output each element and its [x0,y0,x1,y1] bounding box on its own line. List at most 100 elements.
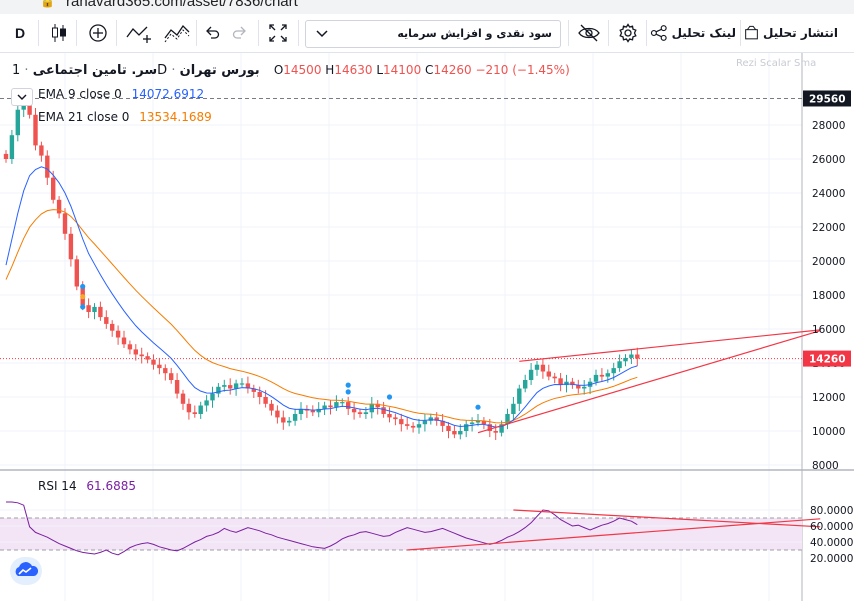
ema21-label: EMA 21 close 0 [38,110,130,124]
share-link-button[interactable]: لینک تحلیل [650,14,736,52]
candle-body [110,323,115,331]
candle-body [363,412,369,414]
candle-body [405,424,410,426]
fullscreen-icon[interactable] [264,14,292,52]
candle-body [611,368,616,374]
candles-icon[interactable] [46,14,72,52]
candle-body [127,344,133,350]
candle-body [163,368,168,374]
price-tick-label: 20000 [812,256,845,268]
candle-body [511,403,516,414]
candle-body [493,431,498,433]
price-tick-label: 8000 [812,460,839,472]
publish-icon [745,25,758,40]
candle-body [434,417,439,421]
candle-body [3,153,9,159]
candle-body [33,114,38,146]
candle-body [145,356,150,360]
price-trendline [477,330,821,434]
candle-body [351,408,357,413]
toolbar-divider [608,20,609,46]
candle-body [216,386,221,394]
faded-overlay-button[interactable]: Rezi Scalar Sma [736,58,817,69]
legend-collapse-button[interactable] [11,88,33,106]
candle-body [322,405,327,409]
toolbar-divider [76,20,77,46]
add-indicator-icon[interactable] [84,14,112,52]
cloud-logo-icon [15,562,39,576]
candle-body [570,381,575,386]
candle-body [310,410,315,413]
legend-interval: 1D [12,63,168,78]
candle-body [275,410,280,418]
dividend-marker [345,389,351,395]
candle-body [269,403,274,411]
redo-icon[interactable] [228,14,252,52]
price-chart[interactable]: 2800026000240002200020000180001600014000… [0,53,854,601]
candle-body [56,199,62,214]
ema9-legend[interactable]: EMA 9 close 0 14072.6912 [38,87,204,101]
candle-body [346,402,351,409]
candle-body [540,364,546,372]
rsi-legend[interactable]: RSI 14 61.6885 [38,479,136,493]
candle-body [228,385,233,389]
candle-body [139,354,144,357]
candle-body [469,422,475,425]
tradingview-logo[interactable] [10,557,42,585]
candle-body [375,403,380,408]
candle-body [169,373,174,380]
candle-body [62,213,68,234]
close-value: 14260 [433,63,472,77]
candle-body [192,412,197,414]
undo-icon[interactable] [200,14,224,52]
candle-body [422,420,428,425]
toolbar-divider [258,20,259,46]
candle-body [528,369,534,380]
price-trendline [519,329,821,362]
rsi-trendline [407,518,821,551]
interval-button[interactable]: D [14,25,26,41]
candle-body [104,317,109,324]
candle-body [499,424,504,433]
candle-body [534,364,540,370]
candle-body [204,400,209,406]
chevron-down-icon [17,94,27,100]
candle-body [428,417,433,421]
candle-body [381,407,386,414]
toolbar-divider [196,20,197,46]
publish-button[interactable]: انتشار تحلیل [744,14,838,52]
ema21-legend[interactable]: EMA 21 close 0 13534.1689 [38,110,212,124]
candle-body [298,408,304,414]
url-text[interactable]: rahavard365.com/asset/7836/chart [66,0,298,10]
candle-body [98,306,103,318]
candle-body [505,414,510,425]
candle-body [599,374,605,377]
low-label: L [376,63,384,77]
candle-body [292,414,298,421]
candle-body [245,383,251,389]
chevron-down-icon [316,30,328,38]
candle-body [222,385,227,387]
candle-body [86,305,91,312]
candle-body [251,388,256,392]
settings-gear-icon[interactable] [614,14,642,52]
lock-icon: 🔒 [40,0,55,8]
dividend-select[interactable]: سود نقدی و افزایش سرمایه [305,20,561,48]
legend-separator: · [24,63,29,78]
hide-eye-icon[interactable] [574,14,604,52]
indicators-icon[interactable] [160,14,194,52]
candle-body [115,330,121,338]
candle-body [387,414,392,418]
compare-icon[interactable] [122,14,156,52]
candle-body [151,359,156,365]
change-value: −210 (−1.45%) [475,63,570,77]
open-value: 14500 [283,63,322,77]
rsi-trendline [513,509,821,528]
candle-body [198,405,203,414]
price-tick-label: 24000 [812,188,845,200]
candle-body [564,381,569,386]
browser-address-bar[interactable]: 🔒 rahavard365.com/asset/7836/chart [0,0,854,15]
dividend-marker [80,304,86,310]
candle-body [452,431,457,435]
symbol-name[interactable]: سر. تامین اجتماعی [32,63,158,78]
